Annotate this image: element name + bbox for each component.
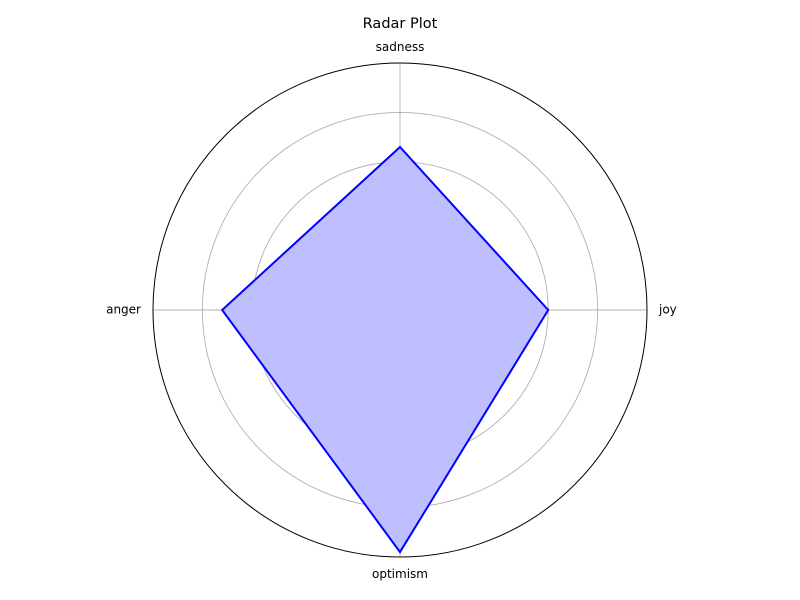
category-label-joy: joy	[658, 303, 677, 317]
chart-title: Radar Plot	[363, 16, 438, 32]
series-line-1	[220, 145, 550, 554]
category-label-optimism: optimism	[372, 567, 428, 581]
series-layer	[220, 145, 550, 554]
series-fill-1	[222, 146, 549, 553]
outer-ring	[152, 62, 648, 558]
category-labels: joy sadness anger optimism	[106, 40, 677, 581]
category-label-sadness: sadness	[376, 40, 425, 54]
category-label-anger: anger	[106, 303, 141, 317]
